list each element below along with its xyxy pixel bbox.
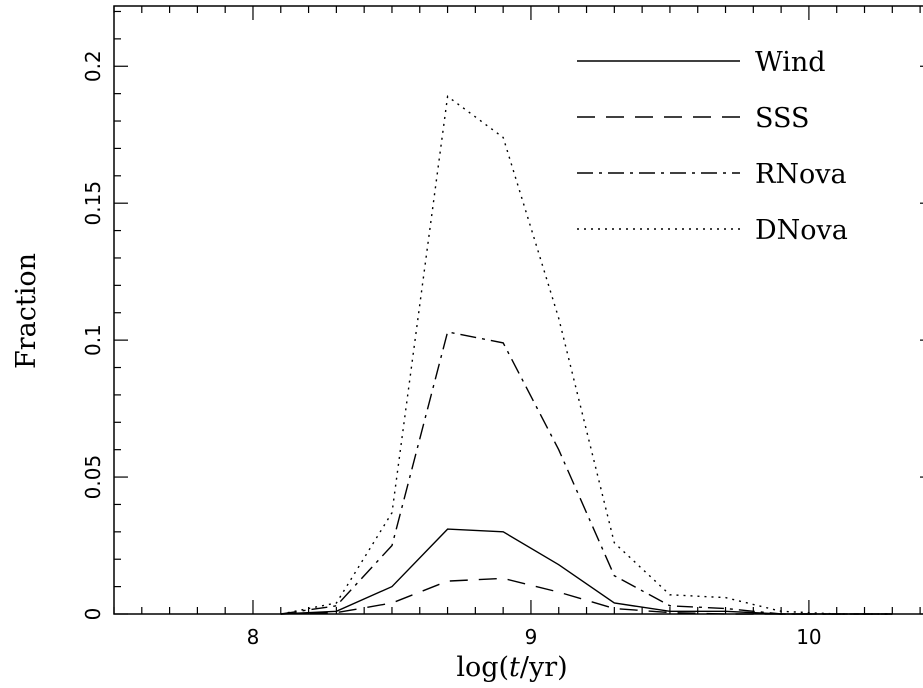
legend: Wind SSS RNova DNova xyxy=(577,47,848,246)
y-tick-label: 0 xyxy=(81,608,105,621)
axis-tick-labels: 8 9 10 0 0.05 0.1 0.15 0.2 xyxy=(81,50,822,649)
series-line-wind xyxy=(280,528,893,615)
axis-ticks xyxy=(113,6,923,615)
x-tick-label: 10 xyxy=(796,625,821,649)
series-line-rnova xyxy=(280,331,893,615)
x-tick-label: 8 xyxy=(247,625,260,649)
legend-label-wind: Wind xyxy=(755,47,826,78)
x-axis-label: log(t/yr) xyxy=(456,652,567,683)
plot-frame xyxy=(113,5,923,615)
legend-label-dnova: DNova xyxy=(755,215,848,246)
y-tick-label: 0.1 xyxy=(81,324,105,356)
y-axis-label: Fraction xyxy=(11,253,42,369)
x-tick-label: 9 xyxy=(525,625,538,649)
y-tick-label: 0.2 xyxy=(81,50,105,82)
legend-label-rnova: RNova xyxy=(755,159,847,190)
series-line-sss xyxy=(280,577,893,615)
y-tick-label: 0.15 xyxy=(81,181,105,226)
legend-label-sss: SSS xyxy=(755,103,810,134)
y-tick-label: 0.05 xyxy=(81,455,105,500)
series-lines xyxy=(280,95,893,615)
